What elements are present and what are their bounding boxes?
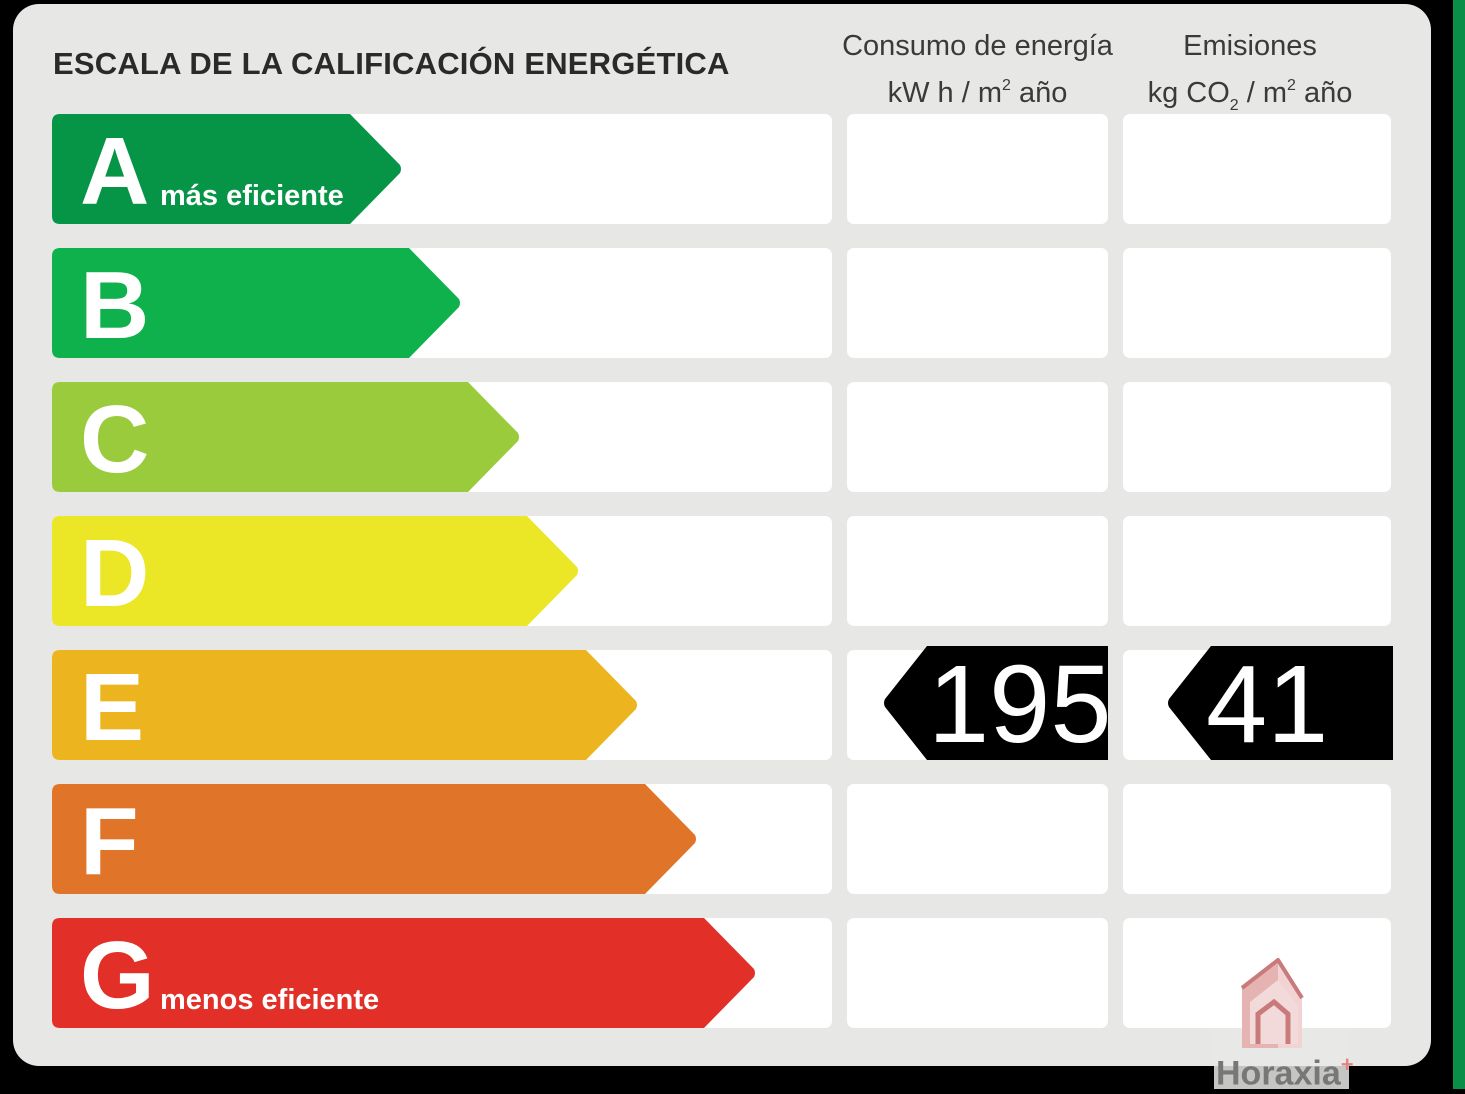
energy-result-tag: [883, 646, 1108, 760]
energy-value-cell: [847, 918, 1108, 1028]
emissions-result-tag-value: 41: [1206, 643, 1329, 766]
rating-arrow-a: [52, 114, 402, 224]
rating-letter: B: [80, 252, 150, 359]
rating-letter: E: [80, 654, 145, 761]
emissions-value-cell: [1123, 248, 1391, 358]
energy-value-cell: [847, 248, 1108, 358]
energy-value-cell: [847, 114, 1108, 224]
label-title: ESCALA DE LA CALIFICACIÓN ENERGÉTICA: [53, 46, 730, 81]
right-edge-stripe: [1453, 0, 1465, 1089]
energy-value-cell: [847, 516, 1108, 626]
emissions-value-cell: [1123, 516, 1391, 626]
emissions-column-header: Emisiones kg CO2 / m2 año: [1110, 26, 1390, 126]
rating-letter: D: [80, 520, 150, 627]
logo-text: Horaxia+: [1216, 1052, 1354, 1093]
horaxia-logo: [1214, 957, 1349, 1089]
rating-letter: F: [80, 788, 139, 895]
rating-arrow-c: [52, 382, 520, 492]
rating-arrow-e: [52, 650, 638, 760]
energy-column-header: Consumo de energía kW h / m2 año: [835, 26, 1120, 113]
rating-letter: A: [80, 118, 150, 225]
emissions-result-tag: [1167, 646, 1393, 760]
energy-value-cell: [847, 784, 1108, 894]
rating-letter: G: [80, 922, 155, 1029]
rating-sub-label: menos eficiente: [160, 984, 380, 1016]
emissions-value-cell: [1123, 382, 1391, 492]
rating-arrow-g: [52, 918, 756, 1028]
emissions-value-cell: [1123, 114, 1391, 224]
rating-arrow-f: [52, 784, 697, 894]
rating-letter: C: [80, 386, 150, 493]
rating-arrow-d: [52, 516, 579, 626]
emissions-header-line1: Emisiones: [1183, 30, 1317, 62]
energy-header-unit: kW h / m2 año: [887, 77, 1068, 109]
energy-value-cell: [847, 382, 1108, 492]
rating-arrow-b: [52, 248, 461, 358]
energy-result-tag-value: 195: [928, 643, 1112, 766]
emissions-header-unit: kg CO2 / m2 año: [1147, 77, 1353, 114]
energy-header-line1: Consumo de energía: [842, 30, 1113, 62]
emissions-value-cell: [1123, 784, 1391, 894]
rating-sub-label: más eficiente: [160, 180, 344, 212]
